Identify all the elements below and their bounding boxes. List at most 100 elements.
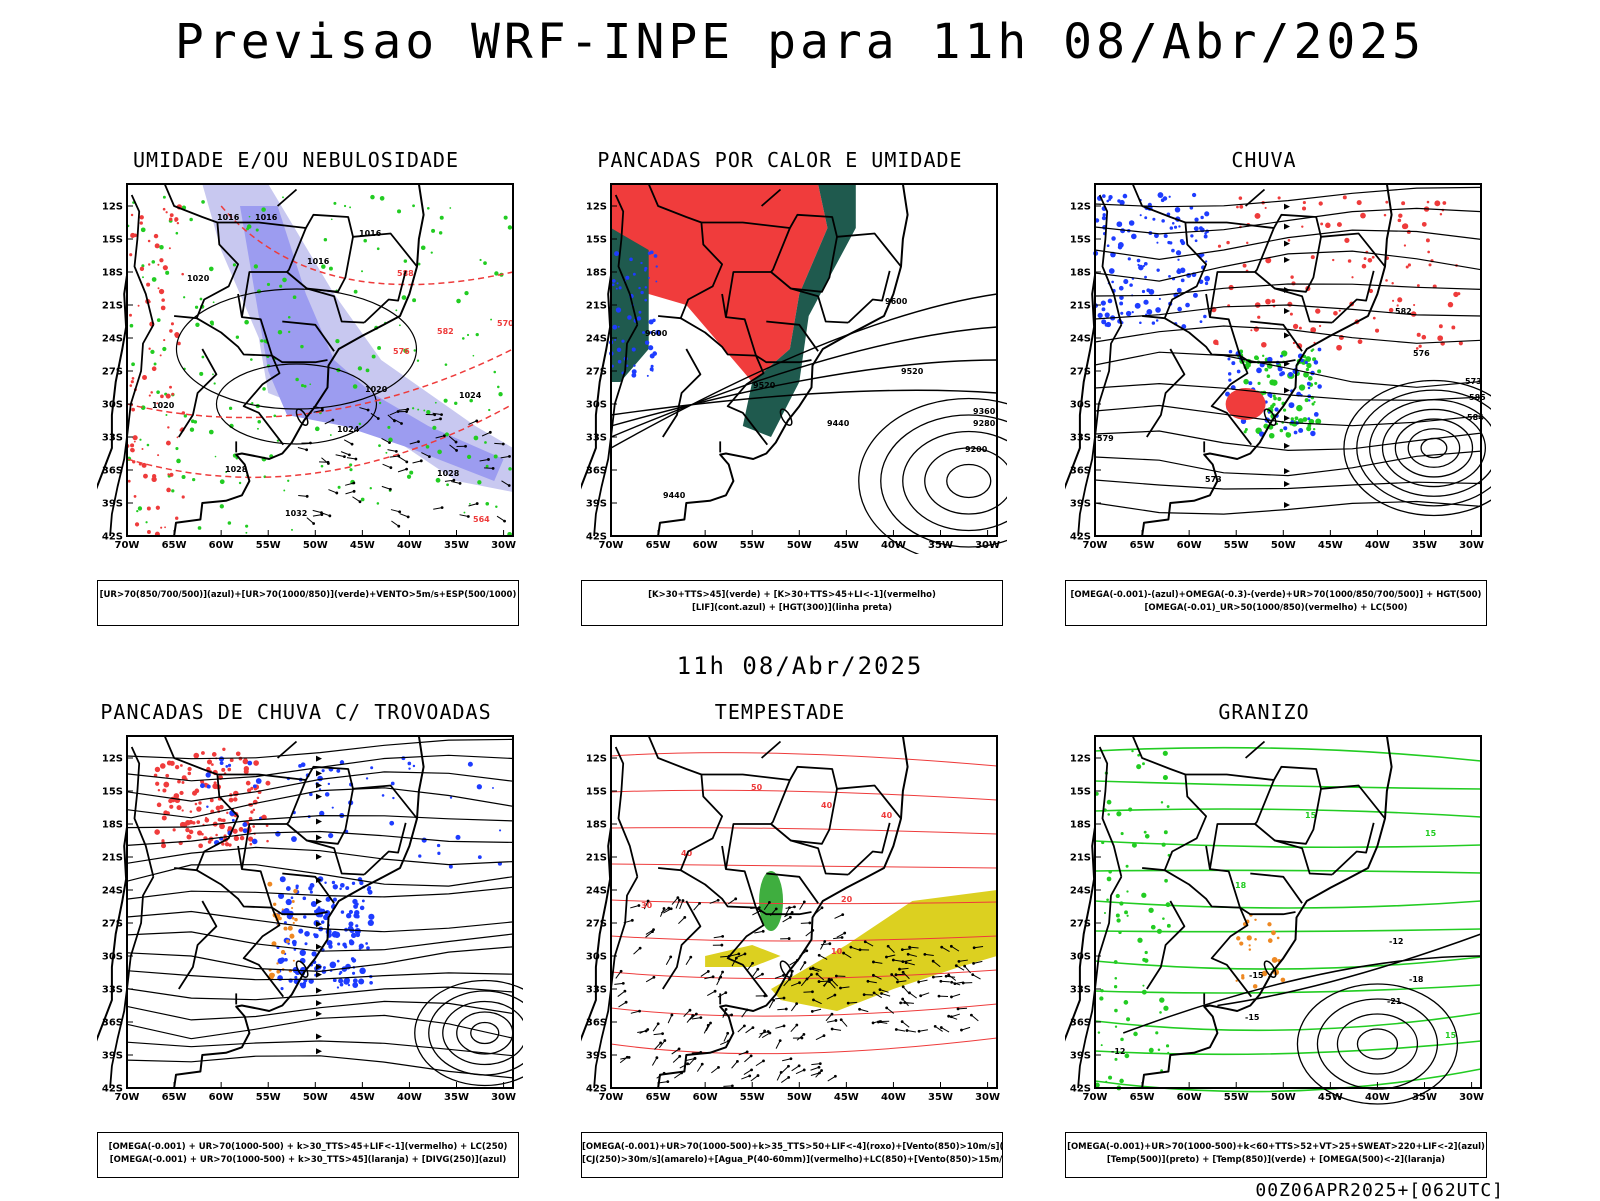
lat-label: 24S — [102, 886, 123, 897]
divg-blue-ne — [418, 854, 421, 857]
rain-red — [1271, 299, 1275, 303]
humidity-green — [251, 402, 253, 404]
humidity-green — [165, 271, 169, 275]
humidity-green — [412, 204, 415, 207]
wind-vector-head — [756, 968, 759, 971]
contour-label: 9520 — [901, 367, 924, 376]
humidity-green — [254, 264, 258, 268]
wind-vector-head — [841, 936, 844, 939]
rain-red — [1448, 302, 1453, 307]
rain-red — [1336, 345, 1342, 351]
border-2 — [1133, 736, 1206, 870]
rain-red — [1428, 263, 1431, 266]
humidity-green — [464, 291, 468, 295]
lif-blue — [640, 291, 643, 294]
wind-vector-head — [625, 1001, 628, 1004]
temp850-green — [1124, 910, 1128, 914]
lif-blue — [618, 326, 620, 328]
wind-vector-head — [840, 1018, 843, 1021]
rain-red — [1392, 300, 1394, 302]
lat-label: 21S — [586, 853, 607, 864]
storm-blue-n — [317, 776, 323, 782]
lon-label: 55W — [740, 540, 765, 551]
divg-blue-ne — [391, 782, 395, 786]
omega-orange — [1249, 944, 1251, 946]
wind-vector-head — [818, 980, 821, 983]
rain-red — [1218, 245, 1221, 248]
lif-blue — [654, 254, 658, 258]
lif-blue — [625, 276, 629, 280]
rain-blue — [1169, 196, 1171, 198]
storm-blue-n — [252, 839, 258, 845]
humidity-green — [349, 206, 351, 208]
panel-title: UMIDADE E/OU NEBULOSIDADE — [61, 148, 531, 172]
storm-red — [195, 803, 198, 806]
humidity-green — [353, 384, 358, 389]
wind-vector-head — [890, 973, 893, 976]
wind-vector-head — [750, 1054, 753, 1057]
wind-vector-head — [872, 974, 875, 977]
storm-orange — [273, 903, 276, 906]
lat-label: 36S — [102, 466, 123, 477]
rain-blue-2 — [1229, 350, 1233, 354]
rain-blue — [1174, 226, 1177, 229]
rain-blue — [1132, 311, 1134, 313]
temp850-green — [1131, 750, 1133, 752]
wind-vector-head — [973, 946, 976, 949]
lat-label: 12S — [586, 754, 607, 765]
humidity-green — [213, 301, 215, 303]
wind-vector-head — [806, 978, 809, 981]
rain-red — [1391, 282, 1393, 284]
rain-red — [1362, 264, 1367, 269]
wind-vector-head — [804, 961, 807, 964]
humidity-red — [148, 240, 151, 243]
rain-blue-2 — [1274, 407, 1278, 411]
streamline-arrow — [1284, 257, 1290, 263]
humidity-red — [160, 527, 162, 529]
humidity-red — [129, 384, 132, 387]
streamline — [1095, 502, 1481, 515]
wind-vector-head — [843, 932, 846, 935]
storm-red — [173, 828, 176, 831]
divg-blue — [337, 986, 339, 988]
temp850-contour — [1095, 809, 1481, 817]
humidity-green — [432, 426, 436, 430]
wind-vector-head — [343, 455, 346, 458]
humidity-green — [152, 277, 157, 282]
lif-blue — [637, 316, 641, 320]
border-3 — [197, 870, 272, 907]
wind-vector-head — [459, 482, 462, 485]
humidity-green — [261, 207, 266, 212]
panel-legend: [OMEGA(-0.001) + UR>70(1000-500) + k>30_… — [97, 1132, 519, 1178]
lon-label: 35W — [444, 1092, 469, 1103]
rain-blue — [1203, 315, 1207, 319]
lon-label: 45W — [1318, 1092, 1343, 1103]
rain-blue-2 — [1314, 412, 1319, 417]
humidity-green — [176, 459, 181, 464]
humidity-green — [404, 259, 407, 262]
lon-label: 35W — [444, 540, 469, 551]
humidity-green — [399, 324, 401, 326]
lon-label: 70W — [115, 1092, 140, 1103]
wind-vector-head — [309, 442, 312, 445]
rain-blue — [1129, 283, 1133, 287]
humidity-green — [157, 318, 161, 322]
divg-blue — [349, 939, 353, 943]
humidity-green — [209, 430, 214, 435]
humidity-red — [156, 506, 160, 510]
storm-orange — [267, 882, 272, 887]
contour-label: -12 — [1111, 1047, 1125, 1056]
divg-blue — [311, 901, 317, 907]
rain-blue — [1201, 253, 1204, 256]
humidity-green — [494, 454, 498, 458]
lon-label: 65W — [162, 540, 187, 551]
rain-red — [1398, 219, 1402, 223]
rain-blue — [1194, 226, 1199, 231]
rain-red — [1239, 196, 1243, 200]
temp850-green — [1108, 870, 1112, 874]
rain-blue-2 — [1288, 402, 1294, 408]
streamline-arrow — [1284, 481, 1290, 487]
humidity-green — [370, 487, 372, 489]
wind-vector-head — [734, 897, 737, 900]
wind-vector-head — [417, 440, 420, 443]
